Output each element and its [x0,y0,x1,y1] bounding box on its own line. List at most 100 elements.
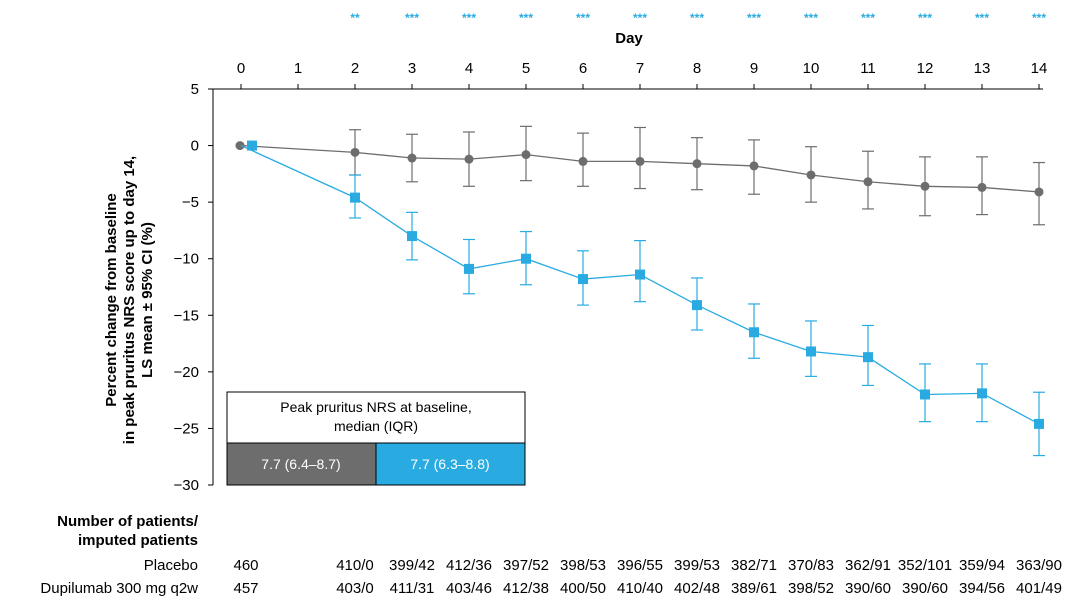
x-tick-label: 11 [860,60,876,77]
patients-count-cell: 382/71 [731,557,777,574]
data-point-dupilumab [521,253,531,264]
series-placebo [235,125,1045,226]
significance-marker: *** [1032,11,1046,25]
x-axis: Day 0 1 2 3 4 5 6 7 8 9 10 11 12 13 14 [213,30,1047,90]
x-tick-label: 6 [579,60,587,77]
x-tick-label: 12 [917,60,934,77]
data-point-dupilumab [749,327,759,338]
data-point-placebo [235,141,245,151]
patients-row-label-placebo: Placebo [144,557,198,574]
patients-count-cell: 396/55 [617,557,663,574]
patients-table: Number of patients/ imputed patients Pla… [40,513,1062,596]
y-tick-label: 0 [191,138,199,155]
patients-count-cell: 401/49 [1016,580,1062,596]
baseline-table: Peak pruritus NRS at baseline, median (I… [226,391,526,486]
y-axis-title-line-3: LS mean ± 95% CI (%) [139,222,156,378]
x-tick-label: 10 [803,60,820,77]
baseline-table-header-line-2: median (IQR) [334,418,418,434]
y-tick-label: −15 [174,307,199,324]
data-point-placebo [578,156,588,166]
significance-marker: *** [519,11,533,25]
patients-count-cell: 399/53 [674,557,720,574]
patients-row-label-dupilumab: Dupilumab 300 mg q2w [40,580,198,596]
x-tick-label: 9 [750,60,758,77]
data-point-placebo [692,159,702,169]
series-dupilumab [240,140,1045,457]
data-point-placebo [977,182,987,192]
data-point-dupilumab [578,274,588,285]
x-axis-title: Day [615,30,643,47]
patients-count-cell: 352/101 [898,557,952,574]
patients-count-cell: 410/0 [336,557,374,574]
patients-count-cell: 370/83 [788,557,834,574]
patients-count-cell: 400/50 [560,580,606,596]
data-point-dupilumab [350,192,360,203]
patients-count-cell: 403/0 [336,580,374,596]
x-tick-label: 13 [974,60,991,77]
data-point-placebo [806,170,816,180]
significance-markers: ** *** *** *** *** *** *** *** *** *** *** *** *** [350,11,1046,25]
patients-count-cell: 403/46 [446,580,492,596]
data-point-dupilumab [247,140,257,151]
significance-marker: *** [405,11,419,25]
data-point-placebo [749,161,759,171]
patients-count-cell: 411/31 [390,580,435,596]
data-point-dupilumab [1034,418,1044,429]
data-point-dupilumab [692,300,702,311]
patients-count-cell: 390/60 [902,580,948,596]
y-tick-label: 5 [191,81,199,98]
baseline-table-header-cell [226,391,526,444]
patients-count-cell: 412/38 [503,580,549,596]
y-axis: 5 0 −5 −10 −15 −20 −25 −30 [174,81,214,494]
patients-count-cell: 397/52 [503,557,549,574]
x-tick-label: 8 [693,60,701,77]
data-point-dupilumab [806,346,816,357]
patients-count-cell: 394/56 [959,580,1005,596]
baseline-table-dupilumab-value: 7.7 (6.3–8.8) [410,456,489,472]
significance-marker: *** [462,11,476,25]
patients-count-cell: 457 [233,580,258,596]
patients-count-cell: 398/53 [560,557,606,574]
x-tick-label: 1 [294,60,302,77]
significance-marker: *** [918,11,932,25]
patients-count-cell: 399/42 [389,557,435,574]
x-tick-label: 5 [522,60,530,77]
x-tick-label: 4 [465,60,473,77]
y-tick-label: −30 [174,477,199,494]
y-axis-title: Percent change from baseline in peak pru… [103,156,156,444]
y-tick-label: −25 [174,420,199,437]
data-point-placebo [521,150,531,160]
significance-marker: *** [576,11,590,25]
patients-count-cell: 390/60 [845,580,891,596]
patients-count-cell: 389/61 [731,580,777,596]
baseline-table-header-line-1: Peak pruritus NRS at baseline, [280,399,471,415]
data-point-dupilumab [920,389,930,400]
y-axis-title-line-1: Percent change from baseline [103,193,120,406]
significance-marker: *** [747,11,761,25]
data-point-placebo [920,181,930,191]
patients-count-cell: 363/90 [1016,557,1062,574]
patients-count-cell: 412/36 [446,557,492,574]
patients-table-header-line-1: Number of patients/ [57,513,199,530]
significance-marker: ** [350,11,360,25]
patients-table-header-line-2: imputed patients [78,532,198,549]
significance-marker: *** [690,11,704,25]
baseline-table-placebo-value: 7.7 (6.4–8.7) [261,456,340,472]
patients-count-cell: 460 [233,557,258,574]
data-point-dupilumab [407,231,417,242]
y-tick-label: −5 [182,194,199,211]
y-tick-label: −10 [174,251,199,268]
data-point-placebo [635,156,645,166]
data-point-placebo [407,153,417,163]
data-point-dupilumab [977,388,987,399]
patients-count-cell: 398/52 [788,580,834,596]
y-tick-label: −20 [174,364,199,381]
patients-count-cell: 359/94 [959,557,1005,574]
data-point-dupilumab [863,352,873,363]
y-axis-title-line-2: in peak pruritus NRS score up to day 14, [121,156,138,444]
data-point-placebo [350,147,360,157]
data-point-placebo [1034,187,1044,197]
significance-marker: *** [804,11,818,25]
patients-count-cell: 410/40 [617,580,663,596]
x-tick-label: 2 [351,60,359,77]
